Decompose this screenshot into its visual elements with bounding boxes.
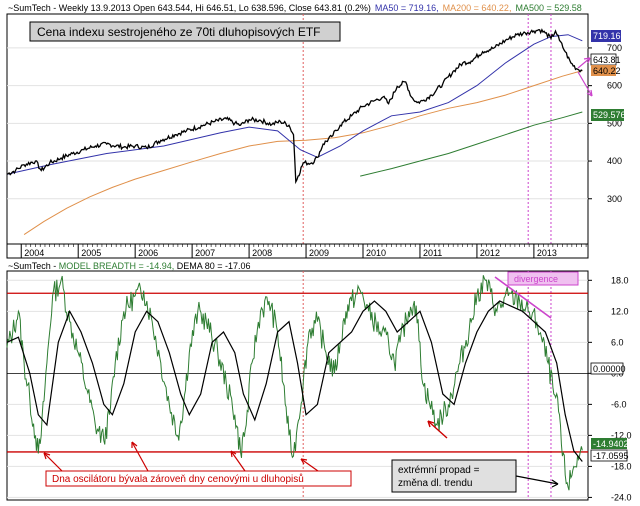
ma200-line [23, 70, 583, 236]
breadth-header: ~SumTech - MODEL BREADTH = -14.94, DEMA … [8, 261, 251, 271]
divergence-line [494, 276, 552, 319]
bottom-arrow-1-head [43, 452, 51, 460]
price-plot-frame [6, 13, 589, 259]
bottom-arrow-4-head [300, 458, 308, 465]
breadth-y-tick-label: -12.0 [611, 430, 632, 440]
bottom-arrow-2011 [427, 420, 448, 439]
breadth-y-tick-label: 6.0 [611, 337, 624, 347]
ma500-value-label: 529.576 [593, 110, 626, 120]
breadth-y-tick-label: 12.0 [611, 306, 629, 316]
breadth-header-sep: - [51, 261, 59, 271]
price-y-tick-label: 700 [607, 43, 622, 53]
price-header-ma200: MA200 = 640.22, [443, 3, 512, 13]
bottom-arrow-3-head [230, 450, 237, 458]
breadth-panel: -24.0-18.0-12.0-6.00.06.012.018.0 ~SumTe… [6, 261, 632, 502]
bottom-arrow-2-head [131, 441, 138, 448]
close-value-label: 643.81 [593, 55, 621, 65]
price-y-tick-label: 500 [607, 118, 622, 128]
price-y-ticks: 300 400 500 600 700 [588, 43, 622, 204]
price-header-source: ~SumTech [8, 3, 51, 13]
bottom-arrow-4 [300, 458, 319, 472]
price-header-ma50: MA50 = 719.16, [375, 3, 439, 13]
year-tick-label: 2008 [252, 248, 272, 258]
ma50-value-label: 719.16 [593, 31, 621, 41]
dema-value-box [590, 449, 628, 462]
bottom-arrow-1 [43, 452, 63, 472]
divergence-label: divergence [514, 274, 558, 284]
extreme-label-line1: extrémní propad = [398, 465, 480, 476]
year-tick-label: 2009 [309, 248, 329, 258]
bottom-arrow-2 [131, 441, 149, 472]
dema-value-label: -17.0595 [593, 451, 629, 461]
ma50-value-box [591, 30, 621, 42]
year-tick-label: 2010 [366, 248, 386, 258]
breadth-y-tick-label: -18.0 [611, 461, 632, 471]
breadth-value-box [591, 438, 627, 449]
year-tick-label: 2005 [81, 248, 101, 258]
year-tick-label: 2007 [195, 248, 215, 258]
price-title-box [29, 21, 341, 42]
forecast-up-arrowhead [583, 57, 591, 64]
price-title: Cena indexu sestrojeného ze 70ti dluhopi… [37, 25, 321, 39]
price-y-tick-label: 300 [607, 194, 622, 204]
breadth-y-tick-label: 18.0 [611, 275, 629, 285]
dema-line [6, 300, 583, 462]
year-tick-label: 2013 [537, 248, 557, 258]
zero-value-box [590, 362, 624, 375]
forecast-down-arrow [577, 71, 593, 97]
breadth-header-dema: DEMA 80 = -17.06 [174, 261, 250, 271]
breadth-line [6, 275, 583, 491]
bottoms-box [45, 470, 352, 487]
forecast-up-arrow [577, 57, 591, 69]
divergence-box [507, 271, 579, 286]
forecast-down-arrowhead [586, 89, 593, 97]
breadth-series-group [6, 275, 583, 491]
ma50-line [6, 34, 583, 175]
ma500-line [360, 111, 583, 177]
price-panel: 300 400 500 600 700 2004 2005 2006 2007 2008 2009… [6, 3, 626, 259]
price-y-tick-label: 600 [607, 81, 622, 91]
breadth-value-label: -14.9402 [593, 439, 629, 449]
price-line [6, 28, 583, 185]
extreme-box [391, 459, 517, 493]
price-header-ohlc: - Weekly 13.9.2013 Open 643.544, Hi 646.… [51, 3, 371, 13]
extreme-arrow-head [551, 479, 559, 488]
year-tick-label: 2006 [138, 248, 158, 258]
year-tick-label: 2004 [24, 248, 44, 258]
price-header: ~SumTech - Weekly 13.9.2013 Open 643.544… [8, 3, 582, 13]
price-series-group [6, 28, 583, 236]
breadth-header-main: MODEL BREADTH = -14.94, [59, 261, 174, 271]
zero-value-label: 0.00000 [593, 364, 626, 374]
extreme-label-line2: změna dl. trendu [398, 478, 473, 489]
year-tick-label: 2011 [423, 248, 442, 258]
breadth-header-source: ~SumTech [8, 261, 51, 271]
year-tick-label: 2012 [480, 248, 500, 258]
price-header-ma500: MA500 = 529.58 [515, 3, 581, 13]
breadth-y-tick-label: -6.0 [611, 399, 627, 409]
extreme-arrow [515, 475, 559, 485]
price-y-tick-label: 400 [607, 156, 622, 166]
bottoms-label: Dna oscilátoru bývala zároveň dny cenový… [52, 473, 304, 485]
ma500-value-box [591, 109, 624, 121]
ma200-value-label: 640.22 [593, 66, 621, 76]
price-x-ticks: 2004 2005 2006 2007 2008 2009 2010 2011 2012 2013 [7, 243, 588, 258]
breadth-reference-lines [7, 292, 588, 453]
bottom-arrow-2011-head [427, 420, 435, 428]
breadth-y-tick-label: -24.0 [611, 492, 632, 502]
bottom-arrow-3 [230, 450, 246, 472]
ma200-value-box [591, 65, 616, 76]
